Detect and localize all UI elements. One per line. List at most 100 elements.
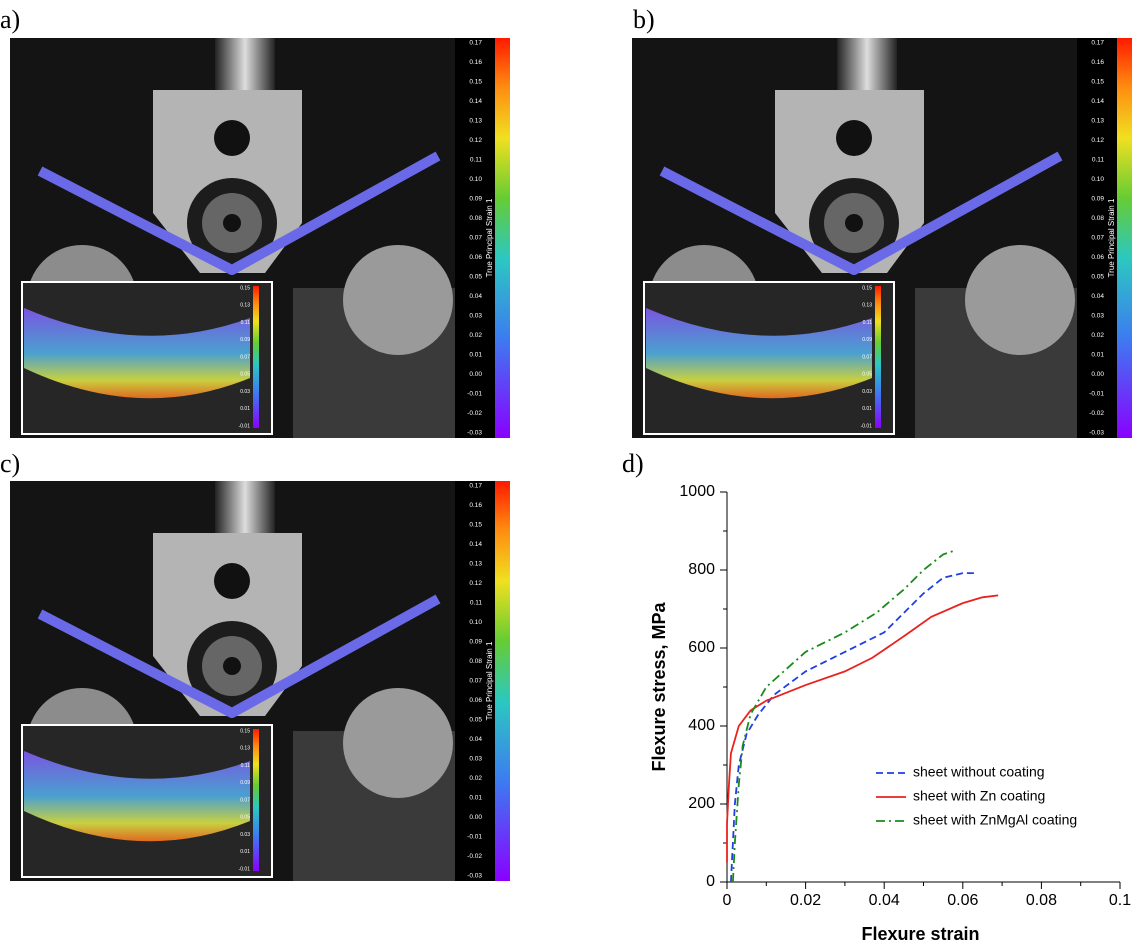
inset-tick-label: -0.01 [861, 423, 873, 429]
inset-tick-label: 0.11 [863, 320, 873, 326]
colorbar-tick-label: -0.03 [467, 873, 482, 880]
colorbar [1117, 38, 1132, 438]
colorbar-tick-label: -0.01 [467, 391, 482, 398]
colorbar-tick-label: 0.11 [470, 600, 483, 607]
colorbar-tick-label: -0.03 [467, 430, 482, 437]
colorbar-tick-label: 0.04 [469, 293, 482, 300]
colorbar-tick-label: 0.00 [469, 814, 482, 821]
inset-colorbar [875, 286, 881, 428]
colorbar-tick-label: 0.05 [469, 274, 482, 281]
colorbar-tick-label: 0.04 [1091, 293, 1104, 300]
panel-label: d) [622, 449, 644, 478]
colorbar-tick-label: 0.01 [469, 795, 482, 802]
inset-tick-label: 0.01 [240, 406, 250, 412]
colorbar-tick-label: 0.00 [469, 371, 482, 378]
dic-image: 0.15 0.13 0.11 0.09 0.07 0.05 0.03 0.01 -0.01 0.1… [632, 38, 1132, 438]
punch-nose-core [845, 214, 863, 232]
colorbar-tick-label: 0.06 [1091, 254, 1104, 261]
inset-tick-label: 0.13 [862, 303, 872, 309]
colorbar-tick-label: -0.02 [1089, 410, 1104, 417]
dic-image: 0.15 0.13 0.11 0.09 0.07 0.05 0.03 0.01 -0.01 0.1… [10, 38, 510, 438]
colorbar-tick-label: -0.03 [1089, 430, 1104, 437]
colorbar-tick-label: 0.11 [470, 157, 483, 164]
colorbar-title: True Principal Strain 1 [485, 641, 494, 720]
shaft [837, 38, 897, 93]
colorbar-tick-label: 0.10 [1091, 176, 1104, 183]
colorbar-tick-label: 0.00 [1091, 371, 1104, 378]
colorbar-tick-label: 0.17 [469, 40, 482, 47]
x-tick-label: 0.08 [1026, 892, 1057, 909]
y-tick-label: 600 [688, 639, 715, 656]
inset-band [646, 308, 872, 399]
colorbar [495, 481, 510, 881]
colorbar-tick-label: 0.08 [469, 658, 482, 665]
y-tick-label: 400 [688, 717, 715, 734]
colorbar-tick-label: 0.04 [469, 736, 482, 743]
colorbar-tick-label: 0.16 [469, 502, 482, 509]
colorbar-title: True Principal Strain 1 [485, 198, 494, 277]
inset-tick-label: 0.07 [240, 797, 250, 803]
series-line [730, 572, 975, 883]
colorbar-tick-label: -0.02 [467, 853, 482, 860]
colorbar-tick-label: 0.17 [469, 483, 482, 490]
inset-band [24, 751, 250, 842]
colorbar-tick-label: 0.16 [1091, 59, 1104, 66]
colorbar-tick-label: 0.02 [469, 775, 482, 782]
punch-hole [214, 563, 250, 599]
colorbar-tick-label: 0.10 [469, 619, 482, 626]
punch-hole [214, 120, 250, 156]
panel-label: c) [0, 449, 20, 478]
punch-hole [836, 120, 872, 156]
shaft [215, 481, 275, 536]
inset-tick-label: 0.01 [862, 406, 872, 412]
colorbar-tick-label: 0.11 [1092, 157, 1105, 164]
colorbar-tick-label: 0.15 [469, 522, 482, 529]
colorbar-title: True Principal Strain 1 [1107, 198, 1116, 277]
inset-tick-label: -0.01 [239, 423, 251, 429]
colorbar-tick-label: 0.13 [469, 118, 482, 125]
x-tick-label: 0.06 [947, 892, 978, 909]
colorbar-tick-label: 0.03 [469, 756, 482, 763]
y-tick-label: 0 [706, 873, 715, 890]
colorbar-tick-label: 0.12 [469, 137, 482, 144]
inset-tick-label: 0.03 [240, 832, 250, 838]
colorbar-tick-label: 0.07 [1091, 235, 1104, 242]
colorbar-tick-label: 0.02 [469, 332, 482, 339]
dic-image: 0.15 0.13 0.11 0.09 0.07 0.05 0.03 0.01 -0.01 0.1… [10, 481, 510, 881]
colorbar-tick-label: 0.15 [469, 79, 482, 86]
inset-tick-label: 0.11 [241, 320, 251, 326]
colorbar-tick-label: 0.03 [1091, 313, 1104, 320]
colorbar-tick-label: 0.12 [469, 580, 482, 587]
roller [343, 245, 453, 355]
colorbar-tick-label: 0.09 [469, 196, 482, 203]
colorbar-tick-label: 0.07 [469, 678, 482, 685]
inset-tick-label: 0.15 [862, 285, 872, 291]
colorbar-tick-label: 0.12 [1091, 137, 1104, 144]
colorbar-tick-label: -0.01 [467, 834, 482, 841]
inset-tick-label: 0.01 [240, 849, 250, 855]
inset-tick-label: 0.03 [240, 389, 250, 395]
colorbar-tick-label: 0.07 [469, 235, 482, 242]
inset-colorbar [253, 286, 259, 428]
colorbar-tick-label: 0.14 [1091, 98, 1104, 105]
colorbar-tick-label: -0.02 [467, 410, 482, 417]
colorbar-tick-label: 0.13 [469, 561, 482, 568]
colorbar-tick-label: 0.09 [1091, 196, 1104, 203]
inset-tick-label: 0.09 [862, 337, 872, 343]
inset-tick-label: 0.09 [240, 780, 250, 786]
punch-nose-core [223, 214, 241, 232]
inset-tick-label: -0.01 [239, 866, 251, 872]
colorbar-tick-label: 0.02 [1091, 332, 1104, 339]
inset-tick-label: 0.13 [240, 303, 250, 309]
y-tick-label: 800 [688, 561, 715, 578]
colorbar-tick-label: 0.08 [1091, 215, 1104, 222]
colorbar-tick-label: 0.15 [1091, 79, 1104, 86]
inset-tick-label: 0.05 [240, 815, 250, 821]
legend-label: sheet without coating [913, 764, 1045, 780]
colorbar-tick-label: 0.08 [469, 215, 482, 222]
inset-tick-label: 0.07 [240, 354, 250, 360]
panel-label: a) [0, 5, 20, 34]
shaft [215, 38, 275, 93]
colorbar-tick-label: 0.17 [1091, 40, 1104, 47]
roller [965, 245, 1075, 355]
